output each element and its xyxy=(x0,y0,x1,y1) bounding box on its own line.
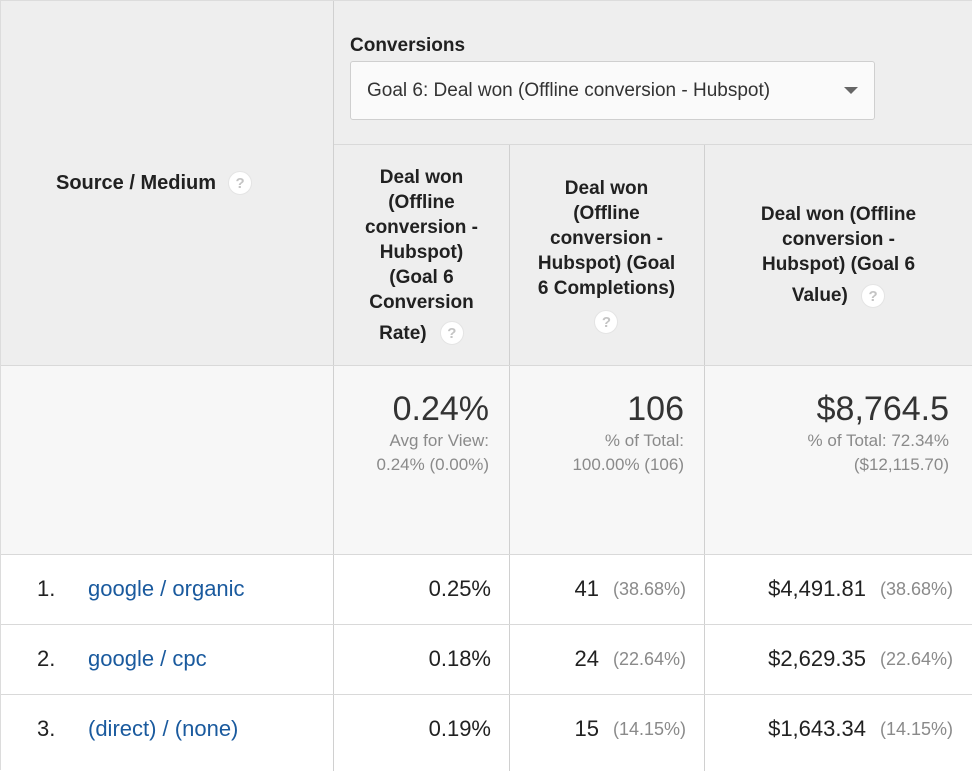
rate-cell: 0.18% xyxy=(334,624,509,694)
rate-value: 0.19% xyxy=(428,716,491,741)
value-amount: $2,629.35 xyxy=(768,646,866,671)
column-header-line: conversion - xyxy=(365,216,478,238)
column-header-line: (Goal 6 xyxy=(389,266,454,288)
table-row: 2. google / cpc 0.18% 24 (22.64%) $2,629.… xyxy=(1,624,972,694)
column-header-conversion-rate[interactable]: Deal won (Offline conversion - Hubspot) … xyxy=(334,145,509,365)
value-cell: $2,629.35 (22.64%) xyxy=(704,624,972,694)
column-header-line: Deal won xyxy=(564,178,649,199)
column-header-line: Hubspot) (Goal 6 xyxy=(761,254,916,275)
chevron-down-icon xyxy=(844,87,858,94)
completions-value: 41 xyxy=(574,576,599,601)
table-row: 1. google / organic 0.25% 41 (38.68%) $4,… xyxy=(1,554,972,624)
help-icon[interactable]: ? xyxy=(439,321,464,346)
value-pct: (22.64%) xyxy=(879,648,953,669)
total-sub: 100.00% (106) xyxy=(572,455,684,474)
column-header-line: conversion - xyxy=(782,229,895,250)
row-index: 3. xyxy=(37,716,56,741)
source-link[interactable]: google / cpc xyxy=(88,646,207,671)
divider xyxy=(334,144,972,145)
completions-cell: 24 (22.64%) xyxy=(509,624,704,694)
completions-pct: (14.15%) xyxy=(612,718,686,739)
completions-value: 24 xyxy=(574,646,599,671)
completions-value: 15 xyxy=(574,716,599,741)
row-index: 2. xyxy=(37,646,56,671)
column-header-line: Deal won xyxy=(379,166,464,188)
column-header-line: Rate) xyxy=(379,322,427,344)
help-icon[interactable]: ? xyxy=(861,283,886,308)
column-header-line: 6 Completions) xyxy=(537,278,676,299)
goal-select-value: Goal 6: Deal won (Offline conversion - H… xyxy=(367,79,771,101)
divider xyxy=(509,144,510,771)
total-value: $8,764.5 xyxy=(816,390,949,428)
completions-pct: (22.64%) xyxy=(612,648,686,669)
completions-cell: 15 (14.15%) xyxy=(509,694,704,764)
total-sub: 0.24% (0.00%) xyxy=(376,455,489,474)
column-header-line: conversion - xyxy=(550,228,663,249)
goal-select[interactable]: Goal 6: Deal won (Offline conversion - H… xyxy=(350,61,875,120)
divider xyxy=(704,144,705,771)
divider xyxy=(1,365,972,366)
column-header-line: Hubspot) xyxy=(379,241,464,263)
completions-cell: 41 (38.68%) xyxy=(509,554,704,624)
total-sub: Avg for View: xyxy=(389,431,489,450)
rate-cell: 0.25% xyxy=(334,554,509,624)
source-link[interactable]: google / organic xyxy=(88,576,245,601)
divider xyxy=(1,624,972,625)
rate-value: 0.18% xyxy=(428,646,491,671)
column-header-line: Deal won (Offline xyxy=(760,204,917,225)
completions-pct: (38.68%) xyxy=(612,578,686,599)
column-header-line: Value) xyxy=(791,285,848,306)
column-header-line: (Offline xyxy=(388,191,455,213)
total-sub: ($12,115.70) xyxy=(853,455,949,474)
conversions-title: Conversions xyxy=(350,35,466,56)
source-medium-header[interactable]: Source / Medium ? xyxy=(1,1,333,365)
total-value-cell: $8,764.5 % of Total: 72.34% ($12,115.70) xyxy=(704,365,972,554)
source-link[interactable]: (direct) / (none) xyxy=(88,716,239,741)
column-header-line: (Offline xyxy=(573,203,640,224)
value-cell: $4,491.81 (38.68%) xyxy=(704,554,972,624)
total-value: 106 xyxy=(627,390,684,428)
total-sub: % of Total: 72.34% xyxy=(807,431,949,450)
divider xyxy=(1,694,972,695)
total-conversion-rate: 0.24% Avg for View: 0.24% (0.00%) xyxy=(334,365,509,554)
rate-value: 0.25% xyxy=(428,576,491,601)
column-header-completions[interactable]: Deal won (Offline conversion - Hubspot) … xyxy=(509,145,704,365)
source-medium-label: Source / Medium xyxy=(56,171,217,194)
value-cell: $1,643.34 (14.15%) xyxy=(704,694,972,764)
divider xyxy=(333,1,334,771)
column-header-value[interactable]: Deal won (Offline conversion - Hubspot) … xyxy=(704,145,972,365)
help-icon[interactable]: ? xyxy=(228,171,253,195)
help-icon[interactable]: ? xyxy=(594,309,619,334)
total-sub: % of Total: xyxy=(604,431,684,450)
value-pct: (38.68%) xyxy=(879,578,953,599)
totals-row xyxy=(1,365,972,554)
rate-cell: 0.19% xyxy=(334,694,509,764)
conversions-header: Conversions Goal 6: Deal won (Offline co… xyxy=(334,1,972,144)
column-header-line: Hubspot) (Goal xyxy=(537,253,676,274)
total-completions: 106 % of Total: 100.00% (106) xyxy=(509,365,704,554)
value-amount: $1,643.34 xyxy=(768,716,866,741)
value-amount: $4,491.81 xyxy=(768,576,866,601)
total-value: 0.24% xyxy=(392,390,489,428)
value-pct: (14.15%) xyxy=(879,718,953,739)
divider xyxy=(1,554,972,555)
table-row: 3. (direct) / (none) 0.19% 15 (14.15%) $1… xyxy=(1,694,972,764)
row-index: 1. xyxy=(37,576,56,601)
column-header-line: Conversion xyxy=(369,291,474,313)
